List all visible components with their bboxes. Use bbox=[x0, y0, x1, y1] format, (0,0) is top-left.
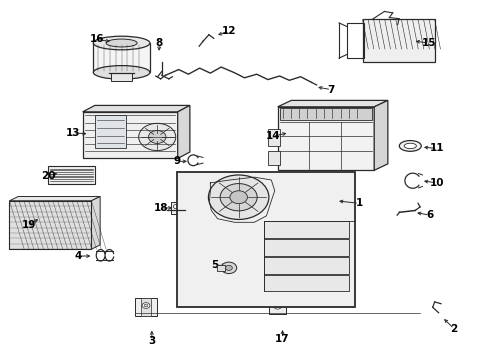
Text: 20: 20 bbox=[41, 171, 56, 181]
Circle shape bbox=[173, 204, 179, 209]
Bar bbox=[264, 257, 348, 274]
Ellipse shape bbox=[93, 66, 150, 79]
Circle shape bbox=[208, 175, 268, 220]
Circle shape bbox=[142, 303, 150, 309]
Bar bbox=[264, 239, 348, 256]
Text: 1: 1 bbox=[355, 198, 362, 208]
Bar bbox=[48, 166, 95, 184]
Text: 8: 8 bbox=[155, 38, 163, 48]
Text: 10: 10 bbox=[429, 178, 444, 188]
Bar bbox=[362, 19, 434, 62]
Bar bbox=[280, 108, 371, 120]
Text: 3: 3 bbox=[148, 336, 155, 346]
Bar bbox=[264, 221, 348, 238]
Ellipse shape bbox=[93, 36, 150, 50]
Polygon shape bbox=[177, 105, 189, 158]
Ellipse shape bbox=[399, 140, 420, 151]
Bar bbox=[177, 172, 354, 307]
Bar bbox=[135, 298, 157, 316]
Text: 14: 14 bbox=[265, 131, 280, 141]
Text: 16: 16 bbox=[90, 35, 104, 44]
Circle shape bbox=[144, 304, 148, 307]
Text: 6: 6 bbox=[426, 210, 432, 220]
Ellipse shape bbox=[106, 39, 137, 47]
Text: 5: 5 bbox=[211, 260, 219, 270]
Text: 11: 11 bbox=[429, 143, 444, 153]
Text: 7: 7 bbox=[327, 85, 334, 95]
Bar bbox=[346, 23, 363, 58]
Polygon shape bbox=[277, 100, 387, 107]
Circle shape bbox=[139, 123, 175, 150]
Bar bbox=[141, 298, 151, 316]
Bar bbox=[171, 202, 182, 214]
Ellipse shape bbox=[404, 143, 415, 149]
Text: 18: 18 bbox=[153, 203, 167, 213]
Bar bbox=[216, 265, 225, 271]
Text: 17: 17 bbox=[275, 333, 289, 343]
Bar bbox=[111, 73, 132, 81]
Bar bbox=[93, 43, 150, 72]
Bar bbox=[267, 129, 280, 146]
Text: 19: 19 bbox=[22, 220, 36, 230]
Circle shape bbox=[225, 265, 232, 270]
Circle shape bbox=[273, 303, 281, 309]
Text: 12: 12 bbox=[221, 26, 236, 36]
Text: 2: 2 bbox=[449, 324, 457, 334]
Bar bbox=[95, 116, 126, 148]
Bar bbox=[9, 201, 91, 249]
Polygon shape bbox=[82, 105, 189, 112]
Text: 13: 13 bbox=[65, 128, 80, 138]
Text: 15: 15 bbox=[421, 38, 435, 48]
Circle shape bbox=[220, 184, 257, 211]
Bar bbox=[268, 299, 286, 314]
Text: 9: 9 bbox=[173, 156, 181, 166]
Bar bbox=[264, 275, 348, 291]
Polygon shape bbox=[373, 100, 387, 170]
Circle shape bbox=[221, 262, 236, 274]
Text: 4: 4 bbox=[74, 251, 81, 261]
Polygon shape bbox=[91, 197, 100, 249]
Bar bbox=[82, 112, 177, 158]
FancyBboxPatch shape bbox=[277, 107, 373, 170]
Circle shape bbox=[148, 131, 165, 143]
Polygon shape bbox=[9, 197, 100, 201]
Circle shape bbox=[229, 191, 247, 204]
Bar bbox=[267, 150, 280, 165]
